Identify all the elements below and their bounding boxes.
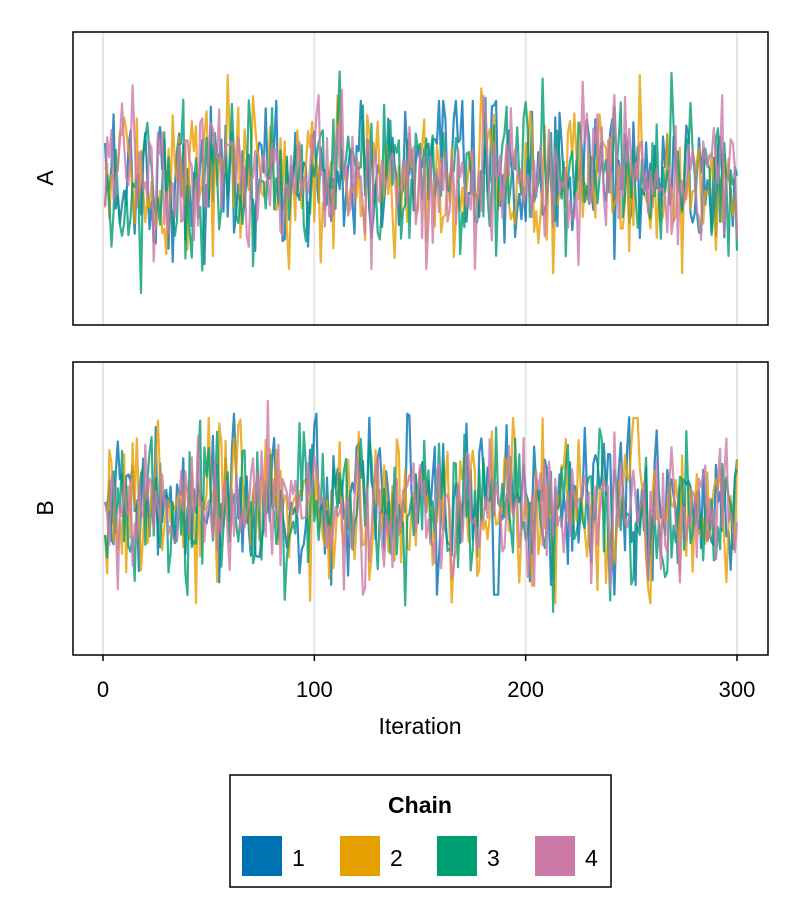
legend-items: 1 2 3 4	[242, 836, 598, 876]
legend-swatch-chain-4	[535, 836, 575, 876]
legend-swatch-chain-3	[437, 836, 477, 876]
legend-swatch-chain-2	[340, 836, 380, 876]
x-axis-title: Iteration	[378, 713, 461, 739]
legend-label-chain-2: 2	[390, 845, 403, 871]
panel-a-frame	[72, 31, 769, 326]
x-tick-label-3: 300	[719, 677, 756, 702]
panel-b-series	[104, 399, 739, 614]
x-tick-label-1: 100	[296, 677, 333, 702]
legend-label-chain-3: 3	[487, 845, 500, 871]
panel-a-ylabel: A	[32, 170, 58, 186]
x-tick-label-0: 0	[97, 677, 109, 702]
legend-swatch-chain-1	[242, 836, 282, 876]
series-line-a-chain-4	[104, 80, 739, 271]
panel-a-series	[104, 70, 739, 295]
legend-label-chain-4: 4	[585, 845, 598, 871]
legend-label-chain-1: 1	[292, 845, 305, 871]
panel-b: B	[32, 361, 769, 656]
x-tick-label-2: 200	[507, 677, 544, 702]
x-axis: 0 100 200 300	[97, 655, 755, 702]
panel-a: A	[32, 31, 769, 326]
series-line-b-chain-4	[104, 399, 739, 596]
legend: Chain 1 2 3 4	[229, 774, 612, 888]
legend-title: Chain	[388, 792, 452, 818]
panel-b-ylabel: B	[32, 500, 58, 515]
panel-b-frame	[72, 361, 769, 656]
series-line-b-chain-3	[104, 419, 739, 614]
